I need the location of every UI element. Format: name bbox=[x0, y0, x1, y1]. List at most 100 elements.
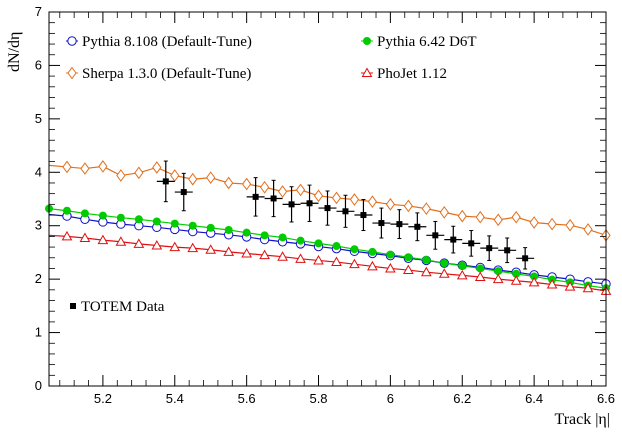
series-2-point-27 bbox=[529, 216, 539, 229]
y-tick-label-7: 7 bbox=[35, 4, 42, 19]
legend-label-0: Pythia 8.108 (Default-Tune) bbox=[82, 34, 252, 50]
legend-item-2: Sherpa 1.3.0 (Default-Tune) bbox=[66, 66, 251, 82]
y-tick-label-5: 5 bbox=[35, 111, 42, 126]
x-tick-label-4: 6 bbox=[387, 391, 394, 406]
series-3-point-21 bbox=[420, 266, 432, 277]
series-1-point-4 bbox=[116, 213, 125, 222]
totem-data-layer bbox=[156, 160, 535, 270]
data-point-15 bbox=[480, 235, 499, 261]
x-tick-label-5: 6.2 bbox=[453, 391, 471, 406]
data-marker-17 bbox=[522, 255, 529, 262]
series-2-point-23 bbox=[457, 209, 467, 223]
series-2-point-9 bbox=[206, 171, 216, 184]
series-3 bbox=[48, 230, 612, 295]
series-1-point-23 bbox=[458, 261, 467, 270]
series-3-point-1 bbox=[61, 230, 73, 241]
legend-marker-4 bbox=[70, 303, 76, 309]
y-tick-label-6: 6 bbox=[35, 57, 42, 72]
data-marker-11 bbox=[414, 223, 421, 230]
series-2-point-4 bbox=[116, 169, 126, 182]
series-3-point-8 bbox=[187, 242, 199, 253]
series-1-point-14 bbox=[296, 236, 305, 245]
legend-item-3: PhoJet 1.12 bbox=[361, 66, 447, 82]
series-3-point-16 bbox=[331, 256, 342, 267]
data-marker-2 bbox=[252, 193, 259, 200]
y-axis-title: dN/dη bbox=[6, 32, 23, 72]
series-1-point-18 bbox=[368, 247, 377, 256]
data-point-11 bbox=[408, 212, 427, 242]
series-1 bbox=[45, 204, 610, 293]
series-3-point-11 bbox=[241, 247, 252, 258]
series-2-point-22 bbox=[439, 206, 449, 219]
series-1-point-16 bbox=[332, 242, 341, 251]
data-marker-1 bbox=[180, 189, 187, 196]
series-1-point-19 bbox=[386, 250, 395, 259]
data-marker-5 bbox=[306, 200, 313, 207]
series-2-point-14 bbox=[295, 183, 306, 197]
series-2-point-6 bbox=[152, 161, 162, 174]
series-2-point-2 bbox=[80, 162, 90, 175]
data-marker-4 bbox=[288, 201, 295, 208]
series-1-point-21 bbox=[422, 255, 431, 264]
series-3-point-2 bbox=[79, 232, 91, 243]
series-3-point-14 bbox=[295, 253, 306, 263]
series-3-point-19 bbox=[385, 262, 396, 273]
x-tick-label-3: 5.8 bbox=[309, 391, 327, 406]
y-tick-label-0: 0 bbox=[35, 378, 42, 393]
series-1-point-17 bbox=[350, 245, 359, 254]
data-point-4 bbox=[282, 186, 301, 223]
series-2-point-13 bbox=[277, 185, 288, 198]
series-1-point-24 bbox=[476, 264, 485, 273]
series-2-point-15 bbox=[313, 189, 324, 203]
series-1-point-25 bbox=[494, 267, 503, 276]
plot-frame bbox=[48, 11, 607, 387]
data-point-7 bbox=[336, 194, 355, 228]
data-marker-10 bbox=[396, 221, 403, 228]
series-1-point-6 bbox=[152, 217, 161, 226]
data-point-2 bbox=[246, 177, 265, 217]
series-2-point-1 bbox=[62, 160, 72, 174]
data-marker-12 bbox=[432, 232, 439, 239]
series-1-point-11 bbox=[242, 228, 251, 237]
x-tick-label-2: 5.6 bbox=[238, 391, 256, 406]
series-1-point-5 bbox=[134, 215, 143, 224]
series-3-point-25 bbox=[492, 273, 504, 284]
series-3-point-6 bbox=[151, 239, 163, 250]
series-1-point-7 bbox=[170, 219, 179, 228]
legend-item-0: Pythia 8.108 (Default-Tune) bbox=[66, 34, 252, 50]
data-point-5 bbox=[300, 184, 319, 222]
series-1-point-8 bbox=[188, 221, 197, 230]
data-marker-14 bbox=[468, 240, 475, 247]
series-3-point-28 bbox=[546, 278, 558, 289]
series-2-point-24 bbox=[475, 210, 485, 224]
series-3-point-24 bbox=[474, 271, 486, 282]
legend-marker-0 bbox=[67, 36, 77, 46]
series-1-point-13 bbox=[278, 233, 287, 242]
legend-item-4: TOTEM Data bbox=[70, 299, 165, 315]
series-3-point-27 bbox=[528, 276, 540, 287]
data-point-10 bbox=[390, 209, 409, 240]
series-1-point-20 bbox=[404, 253, 413, 262]
series-2-point-12 bbox=[259, 180, 270, 194]
data-point-13 bbox=[444, 225, 463, 254]
series-3-point-22 bbox=[438, 268, 450, 278]
x-tick-label-7: 6.6 bbox=[597, 391, 615, 406]
series-2-point-29 bbox=[565, 218, 575, 232]
series-3-point-17 bbox=[349, 258, 360, 269]
data-point-3 bbox=[264, 179, 283, 218]
series-1-point-27 bbox=[530, 272, 539, 281]
series-1-point-10 bbox=[224, 225, 233, 234]
series-1-point-2 bbox=[80, 209, 89, 218]
data-marker-3 bbox=[270, 195, 277, 202]
series-1-point-1 bbox=[62, 206, 71, 215]
data-marker-6 bbox=[324, 205, 331, 212]
series-1-point-26 bbox=[512, 269, 521, 278]
series-3-point-29 bbox=[564, 281, 576, 291]
data-marker-15 bbox=[486, 245, 493, 252]
series-3-point-26 bbox=[510, 275, 522, 285]
series-layer bbox=[45, 160, 612, 295]
series-1-point-12 bbox=[260, 231, 269, 240]
legend-item-1: Pythia 6.42 D6T bbox=[361, 34, 477, 50]
legend-label-3: PhoJet 1.12 bbox=[377, 66, 447, 82]
